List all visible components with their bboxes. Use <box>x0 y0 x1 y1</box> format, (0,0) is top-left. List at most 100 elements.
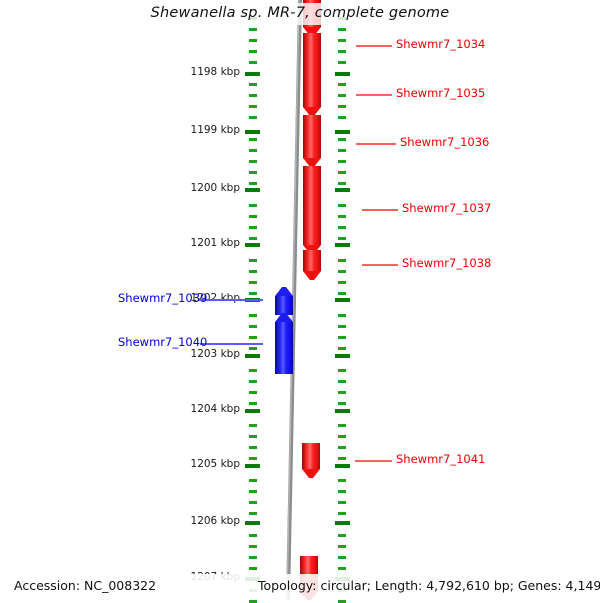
ruler-tick-minor <box>249 160 257 163</box>
ruler-tick-minor <box>338 105 346 108</box>
gene-feature-body <box>275 296 293 315</box>
ruler-tick-minor <box>249 424 257 427</box>
ruler-tick-minor <box>249 402 257 405</box>
gene-feature-arrowhead <box>275 287 293 296</box>
ruler-tick-minor <box>249 281 257 284</box>
ruler-tick-minor <box>338 292 346 295</box>
gene-feature-body <box>275 322 293 374</box>
gene-leader-line <box>362 209 398 211</box>
gene-label[interactable]: Shewmr7_1035 <box>396 86 486 100</box>
ruler-tick-minor <box>249 512 257 515</box>
ruler-tick-major <box>245 72 260 76</box>
ruler-tick-minor <box>338 204 346 207</box>
ruler-tick-minor <box>338 28 346 31</box>
gene-feature-arrowhead <box>302 469 320 478</box>
ruler-tick-minor <box>338 116 346 119</box>
ruler-tick-minor <box>249 83 257 86</box>
ruler-tick-minor <box>249 292 257 295</box>
ruler-tick-minor <box>338 424 346 427</box>
ruler-tick-minor <box>249 215 257 218</box>
gene-feature-arrow[interactable] <box>302 443 320 478</box>
ruler-tick-minor <box>338 534 346 537</box>
ruler-tick-minor <box>338 226 346 229</box>
gene-feature-arrow[interactable] <box>303 33 321 116</box>
ruler-tick-major <box>245 243 260 247</box>
gene-feature-arrowhead <box>303 245 321 254</box>
gene-feature-arrowhead <box>275 313 293 322</box>
ruler-tick-minor <box>338 325 346 328</box>
gene-feature-body <box>303 250 321 271</box>
gene-label[interactable]: Shewmr7_1036 <box>400 135 490 149</box>
ruler-tick-minor <box>249 325 257 328</box>
ruler-tick-major <box>245 188 260 192</box>
gene-feature-body <box>302 443 320 469</box>
page-title: Shewanella sp. MR-7, complete genome <box>150 5 450 21</box>
gene-feature-body <box>303 166 321 245</box>
gene-feature-arrowhead <box>303 271 321 280</box>
gene-label[interactable]: Shewmr7_1034 <box>396 37 486 51</box>
title-backdrop <box>150 3 450 25</box>
ruler-tick-minor <box>338 336 346 339</box>
ruler-tick-minor <box>249 545 257 548</box>
ruler-tick-minor <box>338 94 346 97</box>
ruler-tick-minor <box>338 149 346 152</box>
ruler-tick-minor <box>249 567 257 570</box>
ruler-tick-minor <box>338 556 346 559</box>
gene-label[interactable]: Shewmr7_1038 <box>402 256 492 270</box>
ruler-tick-label: 1200 kbp <box>190 182 240 194</box>
gene-feature-arrowhead <box>303 107 321 116</box>
ruler-tick-minor <box>249 138 257 141</box>
gene-leader-line <box>200 343 263 345</box>
ruler-tick-label: 1203 kbp <box>190 348 240 360</box>
ruler-tick-minor <box>249 182 257 185</box>
ruler-tick-minor <box>249 50 257 53</box>
gene-label[interactable]: Shewmr7_1040 <box>118 335 208 349</box>
ruler-tick-minor <box>249 259 257 262</box>
ruler-tick-major <box>335 72 350 76</box>
ruler-tick-minor <box>338 171 346 174</box>
ruler-tick-minor <box>338 61 346 64</box>
ruler-tick-minor <box>338 391 346 394</box>
ruler-tick-minor <box>338 457 346 460</box>
ruler-tick-minor <box>338 259 346 262</box>
gene-feature-arrow[interactable] <box>303 250 321 280</box>
ruler-tick-minor <box>338 347 346 350</box>
gene-feature-arrow[interactable] <box>303 166 321 254</box>
ruler-tick-minor <box>338 545 346 548</box>
ruler-tick-minor <box>249 149 257 152</box>
ruler-tick-minor <box>338 270 346 273</box>
gene-leader-line <box>356 45 392 47</box>
gene-feature-arrow[interactable] <box>303 115 321 167</box>
ruler-tick-minor <box>338 380 346 383</box>
genome-summary-text: Topology: circular; Length: 4,792,610 bp… <box>258 578 600 593</box>
ruler-tick-label: 1206 kbp <box>190 515 240 527</box>
ruler-tick-minor <box>249 237 257 240</box>
gene-feature-arrowhead <box>303 27 321 36</box>
ruler-tick-minor <box>338 50 346 53</box>
gene-leader-line <box>362 264 398 266</box>
ruler-tick-minor <box>338 83 346 86</box>
ruler-tick-minor <box>338 490 346 493</box>
ruler-tick-minor <box>249 490 257 493</box>
ruler-tick-major <box>335 298 350 302</box>
ruler-tick-minor <box>249 226 257 229</box>
ruler-tick-minor <box>249 105 257 108</box>
gene-label[interactable]: Shewmr7_1041 <box>396 452 486 466</box>
ruler-tick-major <box>335 464 350 468</box>
ruler-tick-label: 1204 kbp <box>190 403 240 415</box>
ruler-tick-minor <box>338 402 346 405</box>
ruler-tick-minor <box>338 281 346 284</box>
gene-label[interactable]: Shewmr7_1037 <box>402 201 492 215</box>
ruler-tick-major <box>245 464 260 468</box>
gene-leader-line <box>356 94 392 96</box>
ruler-tick-label: 1199 kbp <box>190 124 240 136</box>
ruler-tick-minor <box>338 512 346 515</box>
ruler-tick-label: 1201 kbp <box>190 237 240 249</box>
gene-feature-arrow[interactable] <box>275 287 293 315</box>
ruler-tick-minor <box>249 94 257 97</box>
gene-label[interactable]: Shewmr7_1039 <box>118 291 208 305</box>
ruler-tick-minor <box>249 435 257 438</box>
ruler-tick-minor <box>249 380 257 383</box>
ruler-tick-major <box>335 188 350 192</box>
gene-feature-arrow[interactable] <box>275 313 293 374</box>
